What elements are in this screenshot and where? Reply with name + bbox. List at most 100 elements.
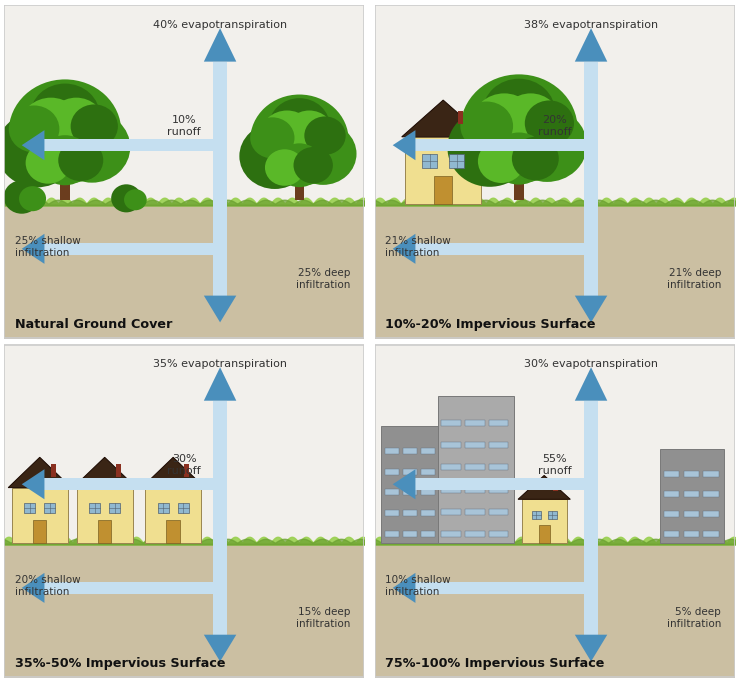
Circle shape <box>38 135 92 185</box>
Bar <box>51 464 56 477</box>
Bar <box>704 490 718 497</box>
Bar <box>489 420 508 426</box>
Bar <box>213 62 228 206</box>
Bar <box>384 531 398 537</box>
Polygon shape <box>204 296 236 323</box>
Bar <box>421 448 435 454</box>
Text: 20% shallow
infiltration: 20% shallow infiltration <box>15 575 80 597</box>
Circle shape <box>19 186 46 211</box>
Bar <box>77 488 132 543</box>
Bar <box>704 511 718 516</box>
Bar <box>664 471 679 477</box>
Text: 10%
runoff: 10% runoff <box>167 115 201 137</box>
Polygon shape <box>392 469 415 499</box>
Polygon shape <box>392 130 415 160</box>
Bar <box>89 503 101 513</box>
Bar <box>213 545 228 635</box>
Circle shape <box>239 123 310 189</box>
Text: 35%-50% Impervious Surface: 35%-50% Impervious Surface <box>15 657 225 670</box>
Bar <box>44 242 213 255</box>
Bar <box>33 520 47 543</box>
Bar <box>664 531 679 537</box>
Text: 25% shallow
infiltration: 25% shallow infiltration <box>15 236 81 258</box>
Text: 30%
runoff: 30% runoff <box>167 454 201 476</box>
Bar <box>548 511 556 519</box>
Circle shape <box>265 149 304 186</box>
Bar <box>489 464 508 471</box>
Bar <box>384 489 398 495</box>
Text: 75%-100% Impervious Surface: 75%-100% Impervious Surface <box>386 657 605 670</box>
Bar <box>441 531 461 537</box>
Bar <box>684 471 699 477</box>
Bar <box>489 509 508 514</box>
Bar <box>489 486 508 493</box>
Bar <box>465 464 485 471</box>
Circle shape <box>285 110 334 156</box>
Polygon shape <box>8 458 72 488</box>
Bar <box>44 478 213 490</box>
Bar <box>177 503 189 513</box>
Bar <box>664 490 679 497</box>
Circle shape <box>483 79 555 146</box>
Bar <box>403 448 417 454</box>
Text: 35% evapotranspiration: 35% evapotranspiration <box>153 359 287 369</box>
Bar <box>554 477 558 491</box>
Circle shape <box>304 116 346 155</box>
Bar <box>514 158 524 200</box>
Circle shape <box>269 98 330 155</box>
Circle shape <box>472 93 537 153</box>
Circle shape <box>26 142 71 184</box>
Bar <box>375 545 735 678</box>
Polygon shape <box>204 635 236 662</box>
Circle shape <box>58 139 103 181</box>
Circle shape <box>111 184 141 212</box>
Circle shape <box>30 84 100 148</box>
Text: 21% deep
infiltration: 21% deep infiltration <box>667 268 721 290</box>
Circle shape <box>525 101 574 146</box>
Text: 30% evapotranspiration: 30% evapotranspiration <box>524 359 658 369</box>
Bar <box>4 545 364 678</box>
Bar <box>403 531 417 537</box>
Circle shape <box>507 108 587 182</box>
Text: Natural Ground Cover: Natural Ground Cover <box>15 318 172 331</box>
Bar <box>584 206 599 296</box>
Circle shape <box>501 93 560 148</box>
Circle shape <box>251 95 349 186</box>
Bar <box>441 509 461 514</box>
Bar <box>24 503 35 513</box>
Circle shape <box>124 189 147 210</box>
Circle shape <box>0 112 78 188</box>
Bar <box>116 464 121 477</box>
Polygon shape <box>575 296 607 323</box>
Circle shape <box>460 75 578 183</box>
Bar <box>704 531 718 537</box>
Text: 38% evapotranspiration: 38% evapotranspiration <box>524 20 658 30</box>
Bar <box>441 443 461 448</box>
Bar <box>664 511 679 516</box>
Text: 40% evapotranspiration: 40% evapotranspiration <box>153 20 287 30</box>
Circle shape <box>251 117 294 158</box>
Bar <box>584 401 599 545</box>
Circle shape <box>478 140 525 183</box>
Bar <box>384 510 398 516</box>
Polygon shape <box>73 458 136 488</box>
Bar <box>146 488 201 543</box>
Bar <box>184 464 189 477</box>
Bar <box>522 499 567 543</box>
Bar <box>375 5 735 205</box>
Bar <box>421 510 435 516</box>
Bar <box>441 464 461 471</box>
Circle shape <box>290 123 356 185</box>
Bar <box>434 175 452 203</box>
Polygon shape <box>575 367 607 401</box>
Bar <box>403 510 417 516</box>
Circle shape <box>48 98 104 150</box>
Bar <box>415 582 584 594</box>
Circle shape <box>491 132 547 185</box>
Circle shape <box>71 104 118 148</box>
Bar <box>489 531 508 537</box>
Bar <box>465 443 485 448</box>
Bar <box>684 531 699 537</box>
Bar <box>405 137 481 203</box>
Bar <box>61 160 69 200</box>
